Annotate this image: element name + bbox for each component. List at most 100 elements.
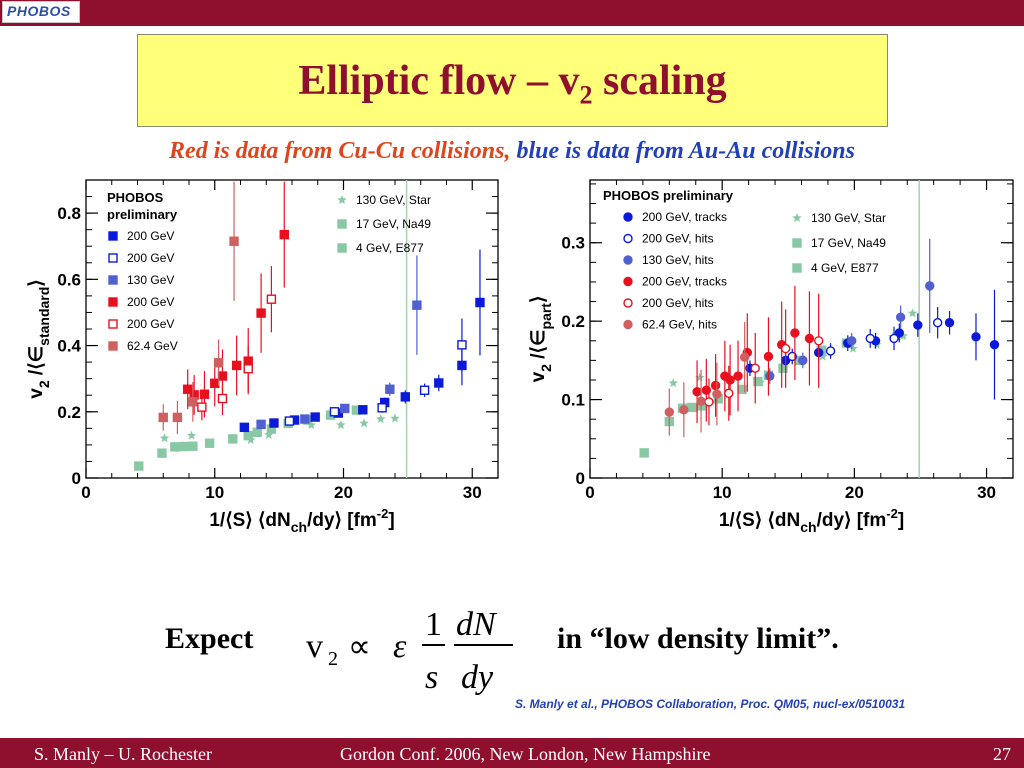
right-legend-label: 200 GeV, tracks <box>642 210 727 224</box>
left-legend-marker <box>108 319 118 329</box>
left-data-point <box>231 360 242 371</box>
right-ref-point <box>848 343 858 353</box>
left-data-point <box>412 300 422 310</box>
left-ref-point <box>134 461 144 471</box>
right-data-point <box>894 328 905 338</box>
title-main: Elliptic flow – v <box>298 58 580 104</box>
right-plot-frame <box>589 179 1014 479</box>
right-legend-label: 200 GeV, hits <box>642 296 714 310</box>
limit-label: in “low density limit”. <box>557 622 839 655</box>
left-ref-point <box>264 430 274 439</box>
left-yaxis-label: v2 /⟨∈standard⟩ <box>26 279 52 398</box>
right-data-point <box>750 363 760 373</box>
left-legend-marker <box>337 195 347 204</box>
left-xtick-label: 20 <box>334 483 353 502</box>
right-legend-marker <box>623 298 633 308</box>
right-data-point <box>895 312 906 322</box>
right-data-point <box>710 380 721 391</box>
right-ref-point <box>687 402 697 413</box>
left-data-point <box>197 402 207 412</box>
right-data-point <box>780 343 791 354</box>
left-data-point <box>229 236 239 246</box>
left-data-point <box>358 405 368 415</box>
right-data-point <box>733 371 743 381</box>
phobos-logo: PHOBOS <box>2 1 80 23</box>
right-data-point <box>925 281 935 291</box>
left-data-point <box>213 358 224 368</box>
bottom-bar <box>0 738 1024 768</box>
left-data-point <box>434 378 444 388</box>
left-ref-point <box>376 414 386 424</box>
left-data-point <box>256 419 266 430</box>
right-data-point <box>692 387 702 397</box>
right-legend-marker <box>623 233 633 244</box>
left-data-point <box>256 308 266 318</box>
title-tail: scaling <box>592 58 727 104</box>
left-ytick-label: 0.8 <box>57 204 81 223</box>
right-ylabel-end: ⟩ <box>528 296 549 303</box>
right-xlabel-main: 1/⟨S⟩ ⟨dN <box>719 510 800 531</box>
right-xtick-label: 0 <box>585 483 594 502</box>
right-data-point <box>865 333 875 344</box>
left-ref-point <box>252 427 262 438</box>
left-data-point <box>310 412 320 422</box>
right-data-point <box>798 355 808 366</box>
right-ylabel-sub: 2 <box>538 364 554 372</box>
right-legend-label: 4 GeV, E877 <box>811 261 879 275</box>
right-ylabel-mid: /⟨∈ <box>528 329 549 364</box>
right-legend-label: 200 GeV, tracks <box>642 275 727 289</box>
right-data-point <box>932 318 943 328</box>
right-data-point <box>704 397 714 407</box>
right-legend-marker <box>623 319 633 330</box>
right-xlabel-end: ] <box>898 510 904 531</box>
right-legend-label: 17 GeV, Na49 <box>811 236 886 250</box>
left-ref-point <box>159 433 170 443</box>
right-xaxis-label: 1/⟨S⟩ ⟨dNch/dy⟩ [fm-2] <box>719 506 904 535</box>
left-data-point <box>419 385 430 395</box>
formula-dy: dy <box>461 659 494 696</box>
right-ref-point <box>817 351 828 361</box>
left-ytick-label: 0 <box>72 469 81 488</box>
left-legend-marker <box>337 219 347 229</box>
right-data-point <box>813 336 824 346</box>
title-sub: 2 <box>579 80 593 110</box>
left-legend-marker <box>108 275 118 285</box>
left-ylabel-end: ⟩ <box>26 279 47 286</box>
left-xtick-label: 0 <box>81 483 90 502</box>
left-ytick-label: 0.6 <box>57 270 81 289</box>
right-ytick-label: 0.1 <box>561 391 585 410</box>
right-data-point <box>847 336 857 346</box>
left-ref-point <box>170 442 180 452</box>
right-ref-point <box>695 372 705 382</box>
left-ylabel-mid: /⟨∈ <box>26 346 47 381</box>
right-legend-marker <box>792 238 802 248</box>
right-data-point <box>765 371 775 381</box>
left-xlabel-end: ] <box>388 510 394 531</box>
right-data-point <box>790 328 800 338</box>
left-data-point <box>377 403 387 413</box>
right-data-point <box>971 332 981 342</box>
expect-label: Expect <box>165 622 254 655</box>
left-data-point <box>183 384 193 394</box>
left-xlabel-sub: ch <box>291 519 307 535</box>
left-ytick-label: 0.4 <box>57 337 81 356</box>
right-data-point <box>696 396 706 406</box>
formula-eps: ε <box>393 628 407 665</box>
right-legend-marker <box>792 263 802 273</box>
slide-title: Elliptic flow – v2 scaling <box>138 57 887 110</box>
subtitle-red: Red is data from Cu-Cu collisions, <box>169 138 511 164</box>
left-legend-title: preliminary <box>107 207 178 222</box>
right-legend-label: 130 GeV, hits <box>642 253 714 267</box>
left-data-point <box>266 294 277 304</box>
subtitle: Red is data from Cu-Cu collisions, blue … <box>0 138 1024 165</box>
right-legend-label: 200 GeV, hits <box>642 232 714 246</box>
left-xtick-label: 30 <box>463 483 482 502</box>
left-legend-marker <box>337 243 347 253</box>
right-ytick-label: 0.2 <box>561 312 585 331</box>
left-ylabel-sub2: standard <box>36 287 52 346</box>
right-legend-marker <box>623 276 633 287</box>
left-ytick-label: 0.2 <box>57 403 81 422</box>
right-ytick-label: 0.3 <box>561 234 585 253</box>
left-ref-point <box>359 418 369 428</box>
right-ref-point <box>668 378 678 388</box>
